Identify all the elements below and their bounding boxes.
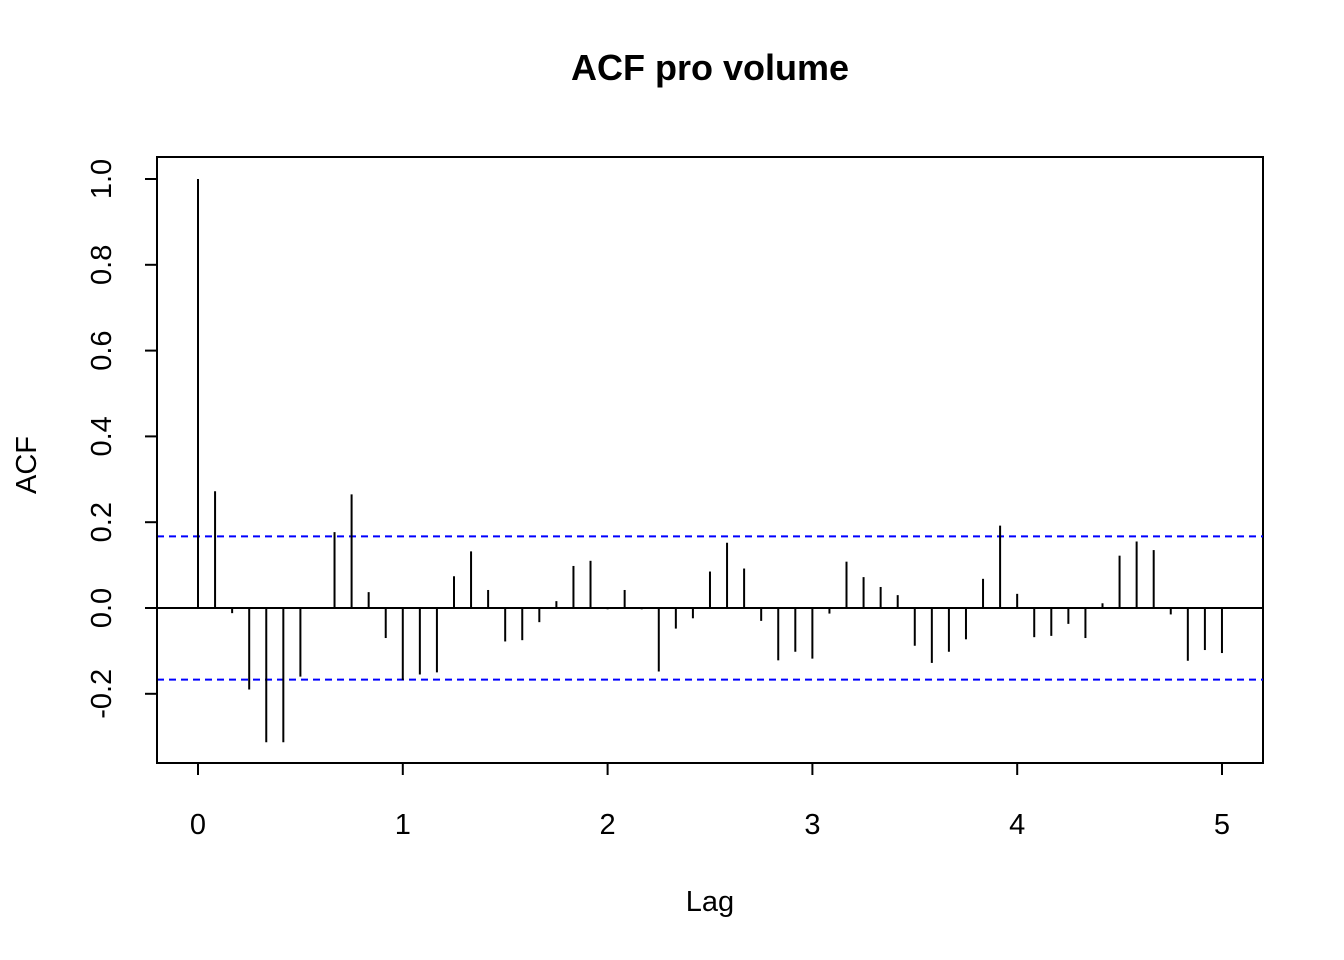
y-tick-label-1: 0.0 [86,588,118,628]
x-tick-label-4: 4 [1009,809,1025,841]
y-tick-label-5: 0.8 [86,245,118,285]
y-tick-label-3: 0.4 [86,416,118,456]
x-tick-label-3: 3 [804,809,820,841]
chart-title: ACF pro volume [571,47,849,88]
y-tick-label-6: 1.0 [86,159,118,199]
plot-frame [156,156,1264,764]
y-tick-label-2: 0.2 [86,502,118,542]
x-tick-label-5: 5 [1214,809,1230,841]
x-tick-label-1: 1 [395,809,411,841]
x-tick-label-0: 0 [190,809,206,841]
y-tick-label-0: -0.2 [86,669,118,719]
plot-marks: 0 1 2 3 4 5 -0.2 0.0 0.2 0.4 0.6 0.8 1.0 [86,159,1263,841]
x-axis-label: Lag [686,886,734,918]
y-axis-label: ACF [11,436,43,494]
y-tick-label-4: 0.6 [86,330,118,370]
x-tick-label-2: 2 [600,809,616,841]
